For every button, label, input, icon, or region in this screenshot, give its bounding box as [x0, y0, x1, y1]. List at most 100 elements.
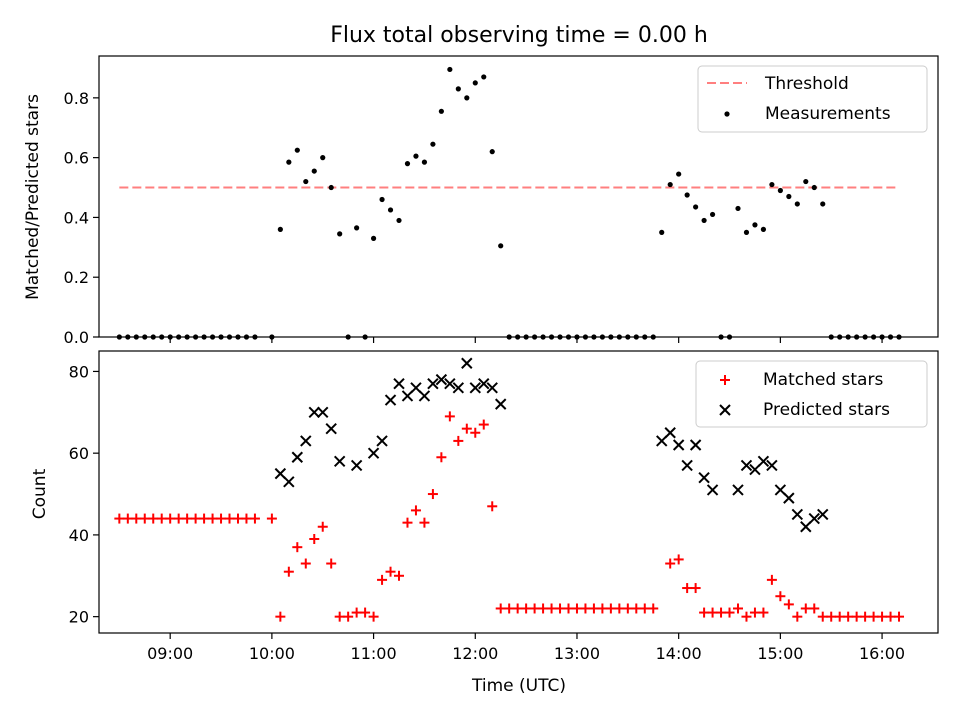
measurement-point [277, 226, 283, 232]
matched-star-point [732, 603, 743, 614]
measurement-point [404, 161, 411, 167]
matched-star-point [512, 603, 523, 614]
chart-title: Flux total observing time = 0.00 h [330, 23, 708, 48]
matched-star-point [410, 505, 421, 516]
top-y-tick-label: 0.2 [64, 268, 89, 287]
matched-star-point [521, 603, 532, 614]
bottom-x-tick-label: 14:00 [656, 644, 702, 663]
measurement-point [735, 205, 741, 212]
matched-star-point [504, 603, 515, 614]
matched-star-point [529, 603, 540, 614]
matched-star-point [182, 513, 193, 524]
matched-star-point [665, 558, 676, 569]
bottom-legend-box [695, 360, 928, 428]
legend-measurements-label: Measurements [765, 104, 891, 124]
predicted-star-point [808, 512, 820, 525]
matched-star-point [851, 611, 862, 622]
matched-star-point [834, 611, 845, 622]
legend-threshold-label: Threshold [764, 74, 849, 94]
predicted-star-point [435, 373, 448, 386]
predicted-star-point [783, 492, 795, 504]
matched-star-point [597, 603, 608, 614]
bottom-panel: Count 20 40 60 80 09:00 10:00 11:00 12:00 13:00… [30, 350, 939, 696]
matched-star-point [868, 611, 879, 622]
predicted-star-point [817, 508, 829, 521]
matched-star-point [631, 603, 642, 614]
matched-star-point [444, 411, 455, 422]
matched-star-point [470, 427, 481, 438]
predicted-star-point [486, 382, 498, 394]
matched-star-point [436, 452, 447, 463]
bottom-x-tick-label: 15:00 [757, 644, 803, 663]
predicted-star-point [418, 390, 431, 402]
predicted-star-point [427, 377, 439, 390]
top-y-axis-ticks: 0.0 0.2 0.4 0.6 0.8 [64, 89, 99, 347]
matched-star-point [826, 611, 837, 622]
top-ylabel: Matched/Predicted stars [23, 94, 43, 300]
matched-star-point [292, 542, 303, 553]
matched-star-point [588, 603, 599, 614]
measurement-point [481, 74, 487, 80]
predicted-star-point [706, 484, 719, 496]
bottom-x-tick-label: 16:00 [859, 644, 905, 663]
matched-star-point [309, 534, 320, 544]
measurement-point [743, 229, 750, 235]
bottom-y-tick-label: 80 [69, 362, 89, 381]
matched-star-point [326, 558, 337, 569]
matched-star-point [266, 513, 277, 524]
predicted-star-point [494, 398, 507, 410]
matched-star-point [894, 611, 905, 622]
measurement-point [693, 204, 699, 210]
matched-star-point [766, 574, 777, 585]
measurement-point [701, 217, 707, 224]
matched-star-point [232, 513, 243, 524]
predicted-star-point [291, 451, 304, 463]
matched-star-point [741, 611, 752, 622]
predicted-star-point [384, 394, 397, 406]
matched-star-point [402, 517, 413, 528]
matched-star-point [724, 607, 735, 618]
matched-star-point [478, 419, 489, 430]
bottom-axes-frame [98, 350, 939, 634]
measurement-point [286, 159, 292, 165]
matched-star-point [792, 611, 803, 622]
predicted-star-point [333, 455, 346, 468]
bottom-x-tick-label: 12:00 [452, 644, 498, 663]
matched-star-point [122, 513, 133, 524]
matched-star-point [148, 513, 159, 524]
matched-star-point [487, 501, 498, 512]
predicted-star-point [325, 422, 337, 435]
measurement-point [337, 231, 343, 237]
bottom-y-tick-label: 20 [69, 608, 89, 627]
predicted-star-point [452, 382, 465, 394]
predicted-star-point [283, 476, 295, 488]
matched-star-point [699, 607, 710, 618]
measurement-point [752, 222, 758, 228]
top-legend: Threshold Measurements [697, 65, 928, 133]
measurement-point [769, 181, 775, 188]
measurement-point [354, 225, 360, 231]
top-y-tick-label: 0.8 [64, 89, 89, 108]
matched-star-point [690, 583, 701, 594]
matched-star-point [275, 611, 286, 622]
matched-star-point [571, 603, 582, 614]
matched-star-point [377, 574, 388, 585]
measurement-point [421, 159, 428, 165]
matched-star-point [622, 603, 633, 614]
measurement-point [320, 155, 326, 161]
matched-star-point [783, 599, 794, 610]
matched-star-point [749, 607, 760, 618]
predicted-star-point [461, 357, 473, 369]
matched-star-point [224, 513, 235, 524]
measurement-point [438, 108, 444, 114]
measurement-point [447, 66, 453, 73]
matched-star-point [538, 603, 549, 614]
predicted-star-point [393, 377, 405, 390]
matched-star-point [800, 603, 811, 614]
matched-star-point [817, 611, 828, 622]
predicted-star-point [698, 471, 710, 484]
measurement-point [676, 171, 682, 177]
matched-star-point [546, 603, 557, 614]
predicted-star-point [478, 377, 490, 390]
